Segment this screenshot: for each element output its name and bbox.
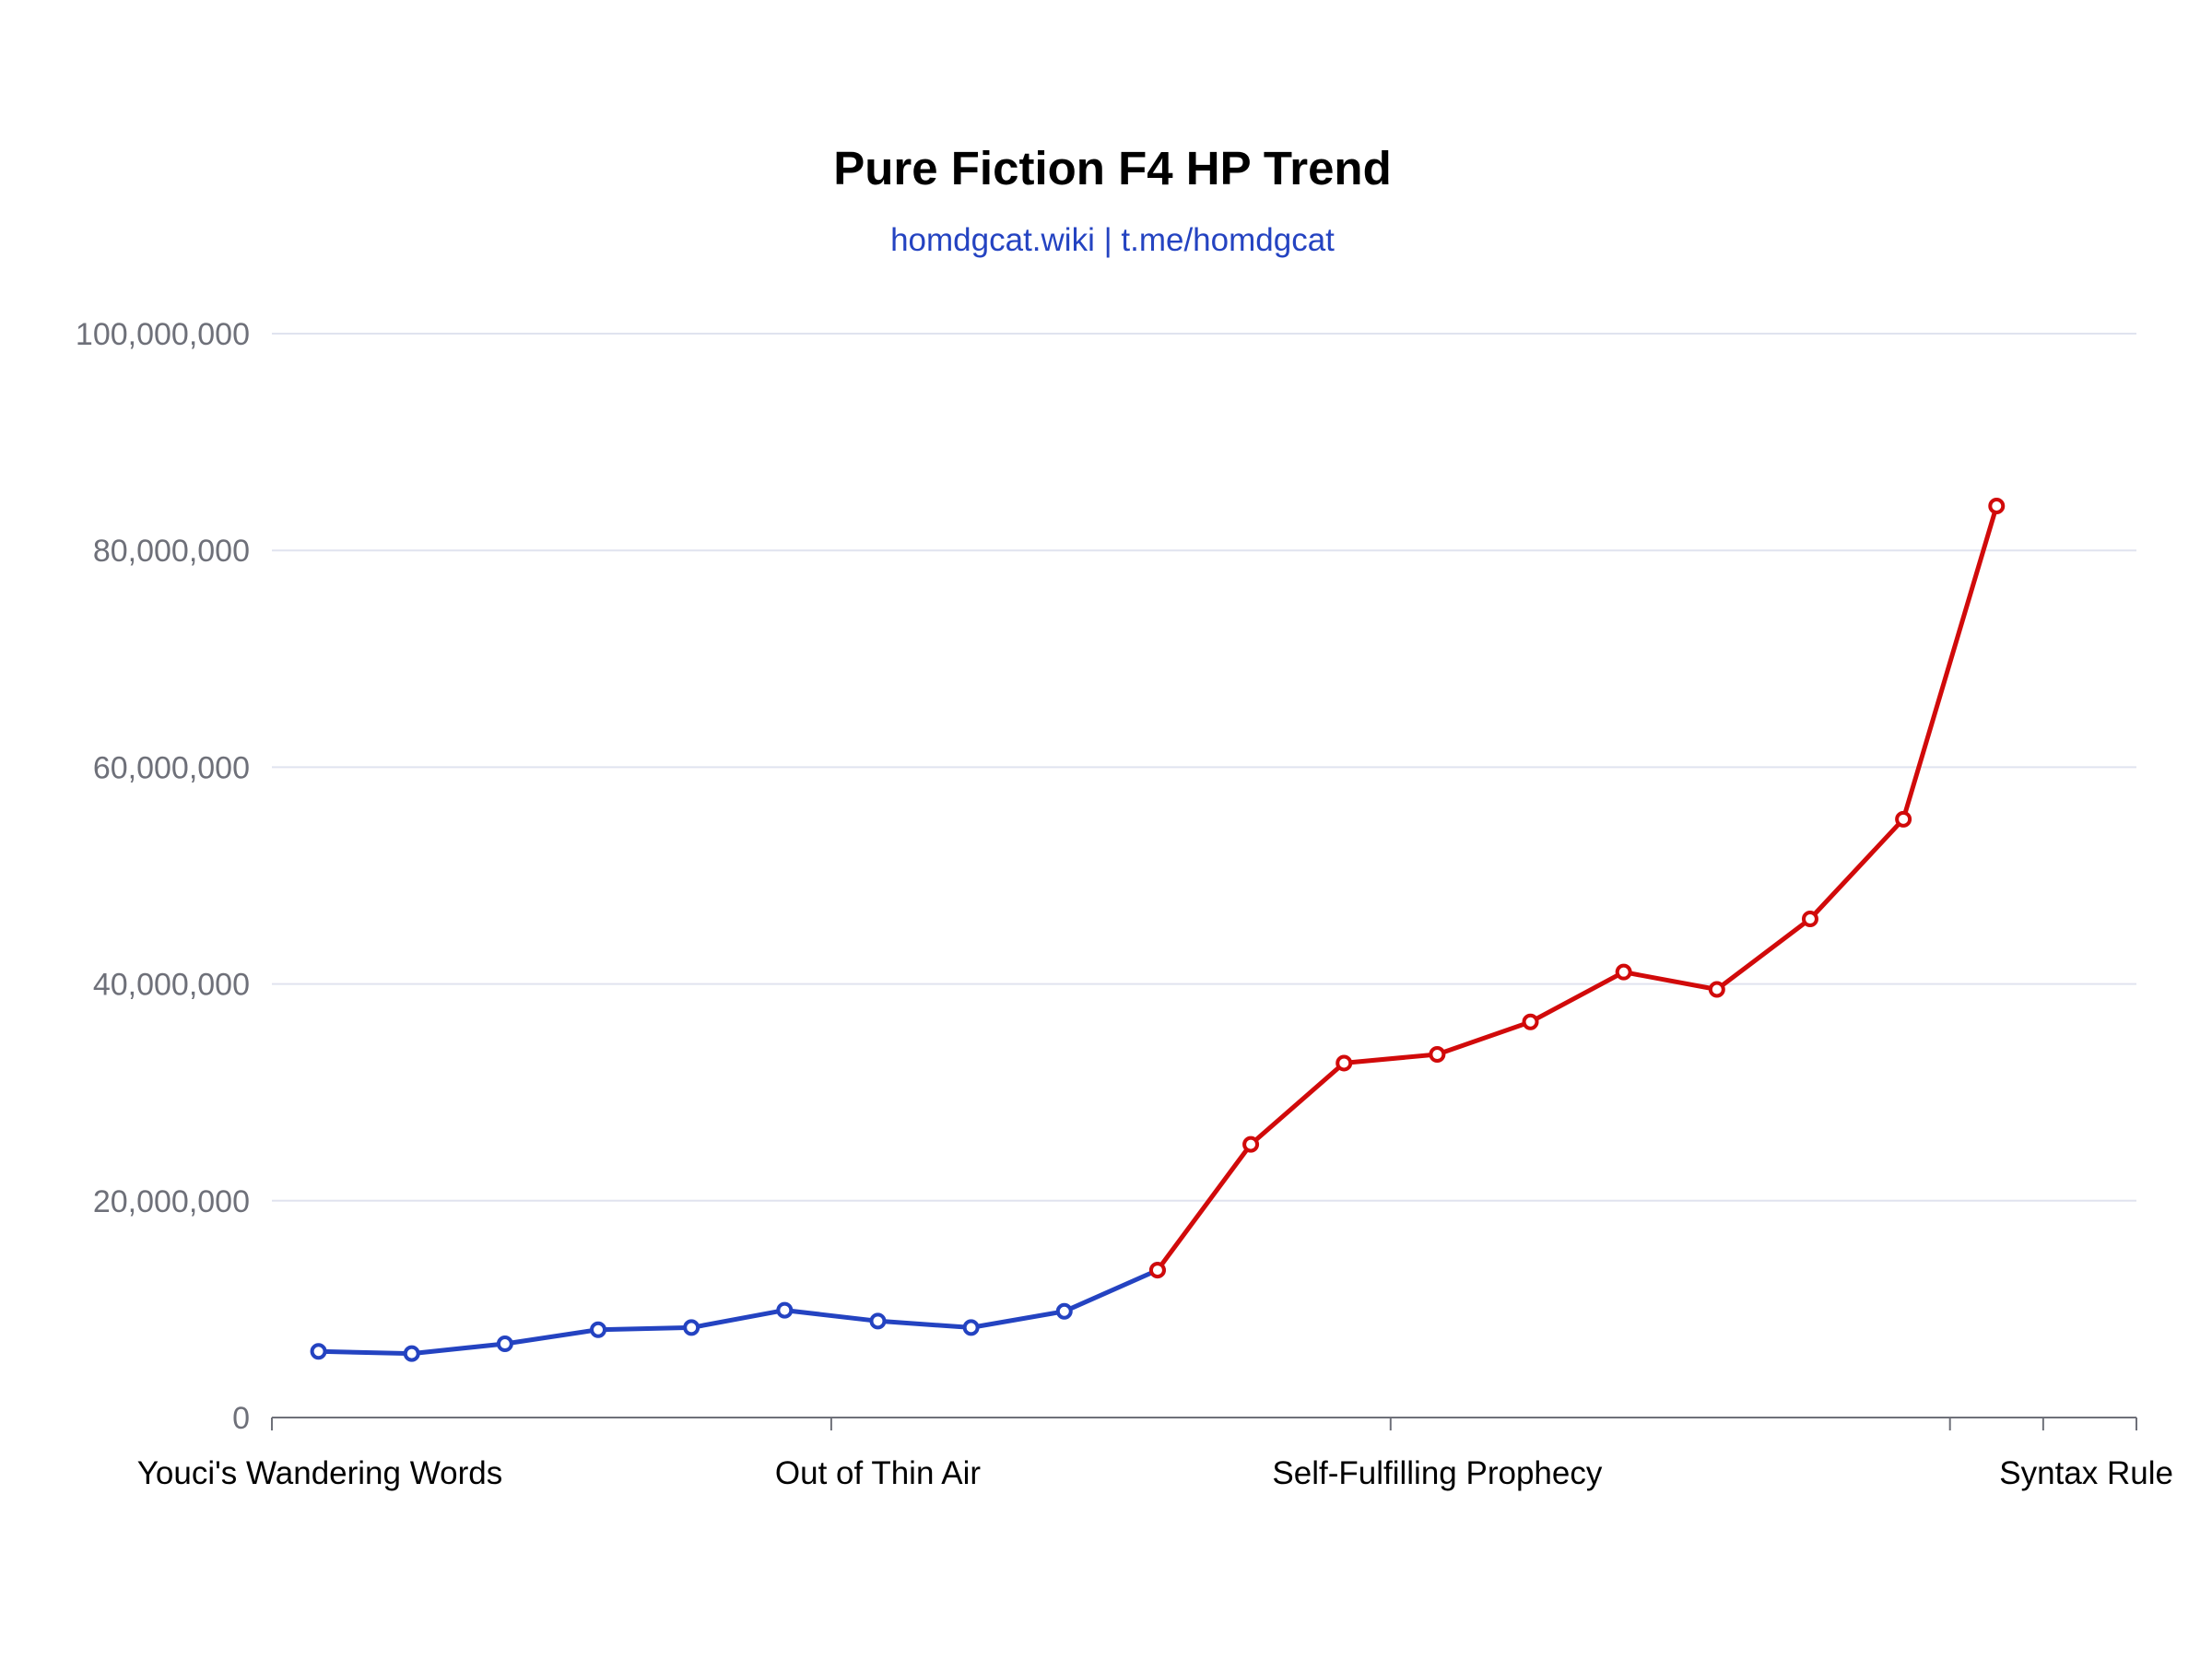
data-point[interactable] bbox=[1335, 1054, 1353, 1072]
data-point[interactable] bbox=[590, 1321, 607, 1338]
y-tick-label: 100,000,000 bbox=[76, 317, 250, 352]
axis-layer: 0 20,000,000 40,000,000 60,000,000 80,000,00… bbox=[76, 317, 2173, 1491]
data-point[interactable] bbox=[496, 1335, 513, 1353]
series-line-1 bbox=[1155, 503, 1999, 1273]
data-point[interactable] bbox=[1988, 497, 2006, 514]
series-line-0 bbox=[316, 1267, 1160, 1357]
data-point[interactable] bbox=[1429, 1046, 1446, 1064]
data-point[interactable] bbox=[310, 1343, 327, 1360]
y-tick-label: 60,000,000 bbox=[93, 750, 250, 785]
chart-subtitle[interactable]: homdgcat.wiki | t.me/homdgcat bbox=[890, 222, 1335, 258]
x-tick-label: Youci's Wandering Words bbox=[137, 1455, 502, 1491]
data-point[interactable] bbox=[1522, 1013, 1539, 1030]
data-point[interactable] bbox=[1055, 1302, 1073, 1320]
y-tick-label: 20,000,000 bbox=[93, 1184, 250, 1219]
data-point[interactable] bbox=[962, 1319, 980, 1336]
data-point[interactable] bbox=[1148, 1262, 1166, 1279]
data-point[interactable] bbox=[1801, 911, 1818, 928]
data-point[interactable] bbox=[1895, 810, 1912, 828]
y-tick-label: 0 bbox=[232, 1401, 250, 1436]
data-point[interactable] bbox=[776, 1301, 794, 1319]
data-point[interactable] bbox=[1242, 1135, 1260, 1153]
data-point[interactable] bbox=[403, 1345, 420, 1362]
data-point[interactable] bbox=[1615, 963, 1632, 981]
x-tick-label: Out of Thin Air bbox=[775, 1455, 981, 1491]
data-point[interactable] bbox=[869, 1312, 887, 1330]
grid-layer bbox=[272, 333, 2136, 1202]
x-tick-label: Syntax Rule bbox=[1999, 1455, 2173, 1491]
x-tick-label: Self-Fulfilling Prophecy bbox=[1272, 1455, 1602, 1491]
series-layer bbox=[310, 497, 2006, 1362]
data-point[interactable] bbox=[683, 1319, 700, 1336]
y-tick-label: 40,000,000 bbox=[93, 968, 250, 1003]
chart-title: Pure Fiction F4 HP Trend bbox=[833, 142, 1392, 194]
data-point[interactable] bbox=[1708, 981, 1725, 998]
y-tick-label: 80,000,000 bbox=[93, 534, 250, 569]
